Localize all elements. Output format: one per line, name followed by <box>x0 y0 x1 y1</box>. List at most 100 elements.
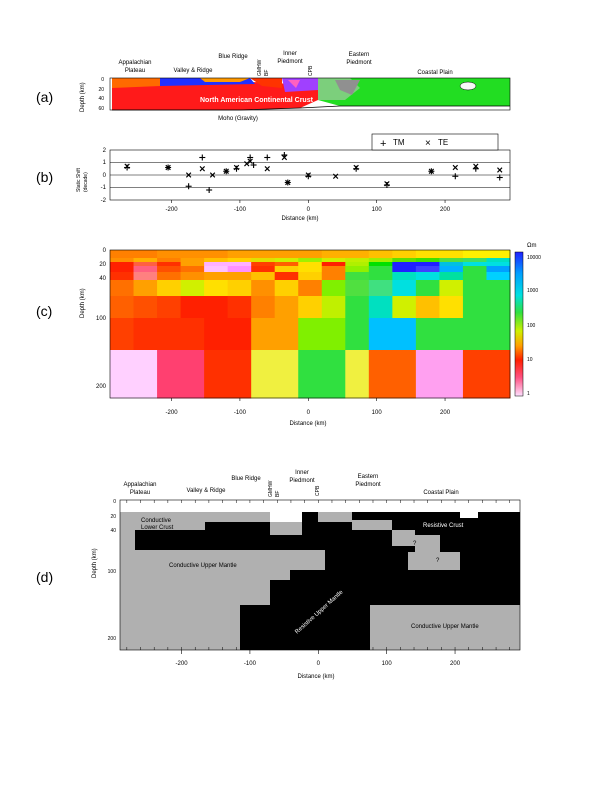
resistivity-cell <box>227 350 252 399</box>
panel-c-xtick-label: -200 <box>166 410 179 416</box>
resistivity-cell <box>110 280 135 297</box>
colorbar-tick-1: 1 <box>527 391 530 397</box>
resistivity-cell <box>227 318 252 351</box>
resistivity-cell <box>204 318 229 351</box>
resistivity-cell <box>110 250 135 259</box>
legend-tm-marker: + <box>380 138 386 150</box>
resistivity-cell <box>157 280 182 297</box>
tm-point <box>199 154 206 161</box>
panel-d-ytick-40: 40 <box>110 528 116 534</box>
region-d-valley-ridge: Valley & Ridge <box>187 488 227 494</box>
resistivity-cell <box>227 280 252 297</box>
resistivity-cell <box>227 250 252 259</box>
panel-a-purple <box>282 78 318 92</box>
resistivity-cell <box>415 250 440 259</box>
resistivity-cell <box>392 280 417 297</box>
panel-d-xtick-label: 200 <box>450 661 461 667</box>
resistivity-cell <box>462 296 487 319</box>
resistivity-cell <box>274 266 299 273</box>
resistivity-cell <box>462 272 487 281</box>
resistivity-cell <box>298 296 323 319</box>
panel-a-ytick-60: 60 <box>98 106 104 112</box>
resistivity-cell <box>180 250 205 259</box>
region-appalachian-2: Plateau <box>125 68 145 74</box>
resistivity-cell <box>345 350 370 399</box>
resistivity-cell <box>439 318 464 351</box>
colorbar-tick-10000: 10000 <box>527 255 541 261</box>
colorbar-tick-10: 10 <box>527 357 533 363</box>
resistivity-cell <box>274 318 299 351</box>
resistivity-cell <box>392 296 417 319</box>
resistivity-cell <box>227 296 252 319</box>
resistivity-cell <box>321 262 346 267</box>
resistivity-cell <box>368 272 393 281</box>
panel-c-ylabel: Depth (km) <box>80 288 86 318</box>
resistivity-cell <box>439 262 464 267</box>
resistivity-cell <box>251 262 276 267</box>
panel-b-xtick-label: 100 <box>372 207 383 213</box>
resistivity-cell <box>298 272 323 281</box>
te-point <box>209 172 216 178</box>
resistivity-cell <box>392 250 417 259</box>
resistivity-cell <box>133 296 158 319</box>
resistivity-cell <box>415 258 440 263</box>
resistivity-cell <box>368 350 393 399</box>
resistivity-cell <box>227 266 252 273</box>
region-inner-2: Piedmont <box>277 59 303 65</box>
panel-a-white-lens <box>459 81 477 91</box>
te-point <box>452 164 458 171</box>
colorbar-unit: Ωm <box>527 243 536 249</box>
resistivity-cell <box>227 272 252 281</box>
resistivity-cell <box>321 296 346 319</box>
panel-d-xtick-label: 100 <box>382 661 393 667</box>
resistivity-cell <box>251 266 276 273</box>
panel-d-xtick-label: 0 <box>317 661 321 667</box>
panel-d-frame <box>119 499 521 651</box>
panel-a-moho-label: Moho (Gravity) <box>218 116 258 122</box>
panel-d: Conductive Lower Crust Resistive Crust ?… <box>92 499 521 680</box>
resistivity-cell <box>486 262 511 267</box>
region-d-bf: BF <box>275 491 281 497</box>
colorbar-tick-1000: 1000 <box>527 288 538 294</box>
resistivity-cell <box>110 318 135 351</box>
resistivity-cell <box>321 280 346 297</box>
panel-c-ytick-200: 200 <box>96 384 107 390</box>
resistivity-cell <box>251 350 276 399</box>
panel-c-xticks: -200 -100 0 100 200 <box>166 398 451 416</box>
resistivity-cell <box>415 350 440 399</box>
resistivity-cell <box>110 350 135 399</box>
resistivity-cell <box>180 296 205 319</box>
panel-c-ytick-100: 100 <box>96 316 107 322</box>
panel-b-xtick-label: 200 <box>440 207 451 213</box>
resistivity-cell <box>462 258 487 263</box>
resistivity-cell <box>415 272 440 281</box>
panel-d-xlabel: Distance (km) <box>297 674 334 680</box>
resistivity-cell <box>157 318 182 351</box>
panel-b-xlabel: Distance (km) <box>281 216 318 222</box>
resistivity-cell <box>415 266 440 273</box>
region-d-inner-1: Inner <box>295 470 309 476</box>
panel-d-ytick-200: 200 <box>108 636 117 642</box>
resistivity-cell <box>204 296 229 319</box>
region-inner-1: Inner <box>283 51 297 57</box>
legend-tm-label: TM <box>393 138 405 147</box>
resistivity-cell <box>345 318 370 351</box>
resistivity-cell <box>392 258 417 263</box>
region-d-eastern-2: Piedmont <box>355 482 381 488</box>
region-d-inner-2: Piedmont <box>289 478 315 484</box>
resistivity-cell <box>486 250 511 259</box>
resistivity-cell <box>133 280 158 297</box>
te-point <box>199 166 205 172</box>
region-bf: BF <box>264 70 270 76</box>
panel-d-conductive-lower-crust <box>120 512 270 530</box>
panel-c-xtick-label: -100 <box>234 410 247 416</box>
panel-d-xtick-label: -200 <box>176 661 189 667</box>
resistivity-cell <box>486 258 511 263</box>
panel-b-ytick-1: 1 <box>103 160 107 166</box>
region-eastern-1: Eastern <box>349 52 370 58</box>
region-d-appalachian-2: Plateau <box>130 490 150 496</box>
resistivity-cell <box>298 250 323 259</box>
resistivity-cell <box>439 350 464 399</box>
panel-d-gray-patch-1 <box>318 512 352 522</box>
panel-b-ytick-m1: -1 <box>101 185 107 191</box>
